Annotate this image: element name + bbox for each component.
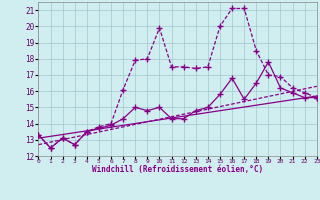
X-axis label: Windchill (Refroidissement éolien,°C): Windchill (Refroidissement éolien,°C) bbox=[92, 165, 263, 174]
